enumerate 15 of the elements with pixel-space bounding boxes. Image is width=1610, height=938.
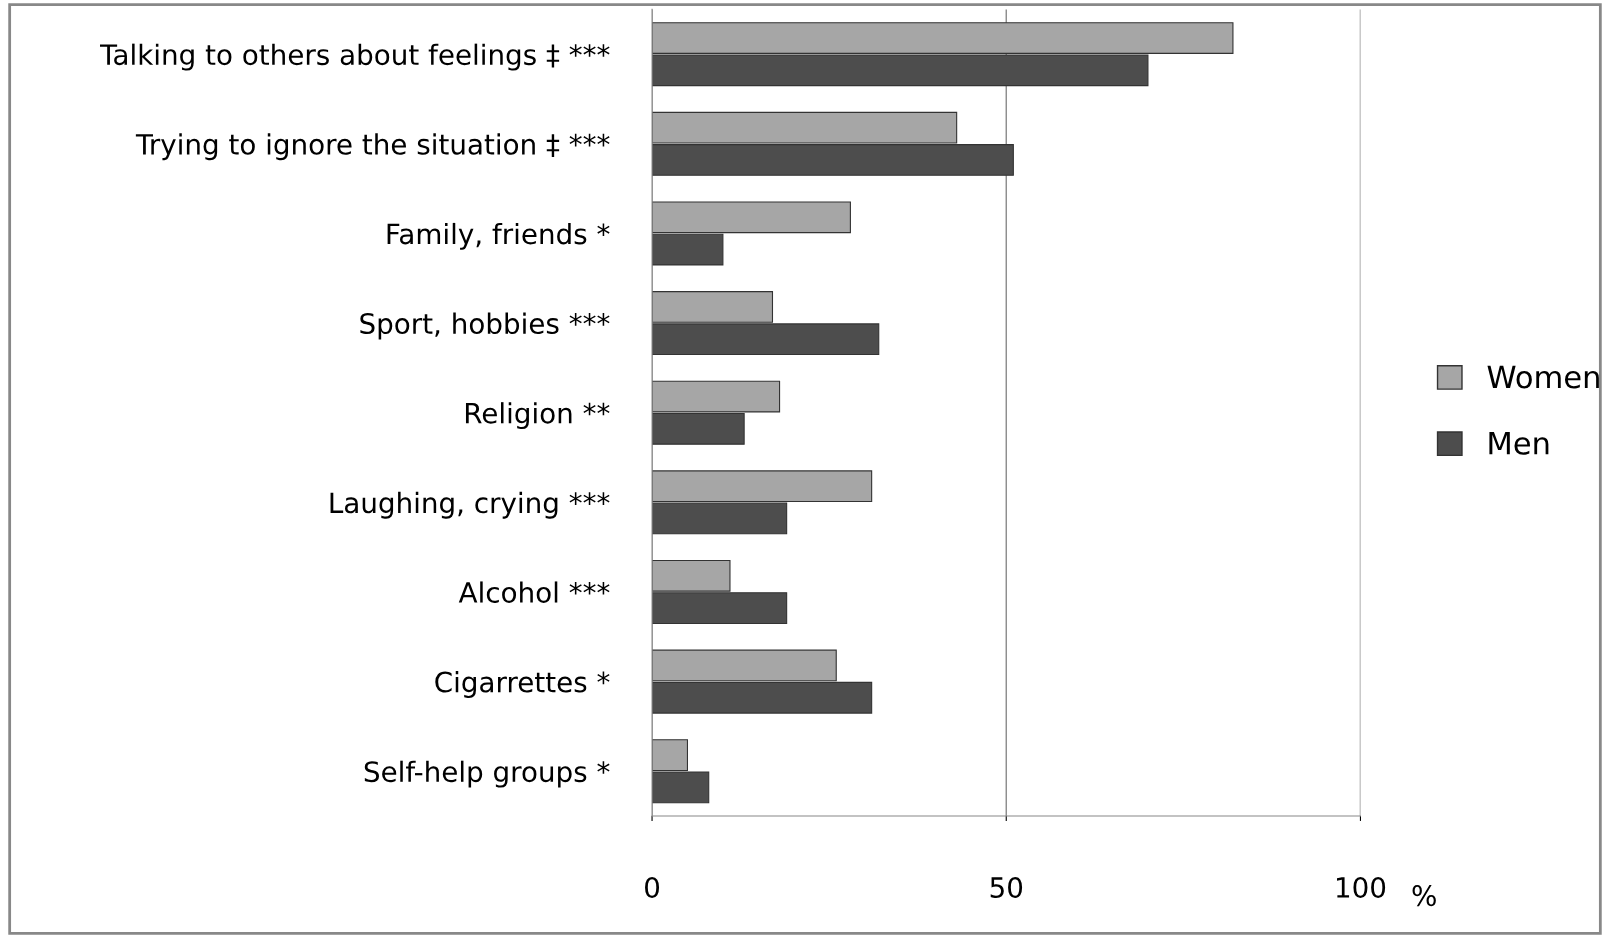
y-tick-label: Laughing, crying ***	[330, 491, 610, 519]
legend-label: Men	[1489, 431, 1549, 455]
x-axis-title: %	[1412, 885, 1436, 907]
y-tick-label: Talking to others about feelings ‡ ***	[100, 43, 610, 71]
y-tick-label: Cigarrettes *	[435, 671, 610, 698]
x-tick-label: 100	[1336, 876, 1386, 898]
y-tick-label: Sport, hobbies ***	[360, 312, 610, 340]
y-tick-label: Trying to ignore the situation ‡ ***	[135, 133, 610, 161]
y-tick-label: Alcohol ***	[458, 581, 610, 603]
legend-label: Women	[1487, 365, 1599, 389]
x-tick-label: 0	[645, 876, 660, 898]
y-tick-label: Family, friends *	[387, 222, 610, 250]
y-tick-label: Self-help groups *	[364, 760, 610, 788]
y-tick-label: Religion **	[465, 402, 610, 430]
x-tick-label: 50	[990, 876, 1023, 898]
